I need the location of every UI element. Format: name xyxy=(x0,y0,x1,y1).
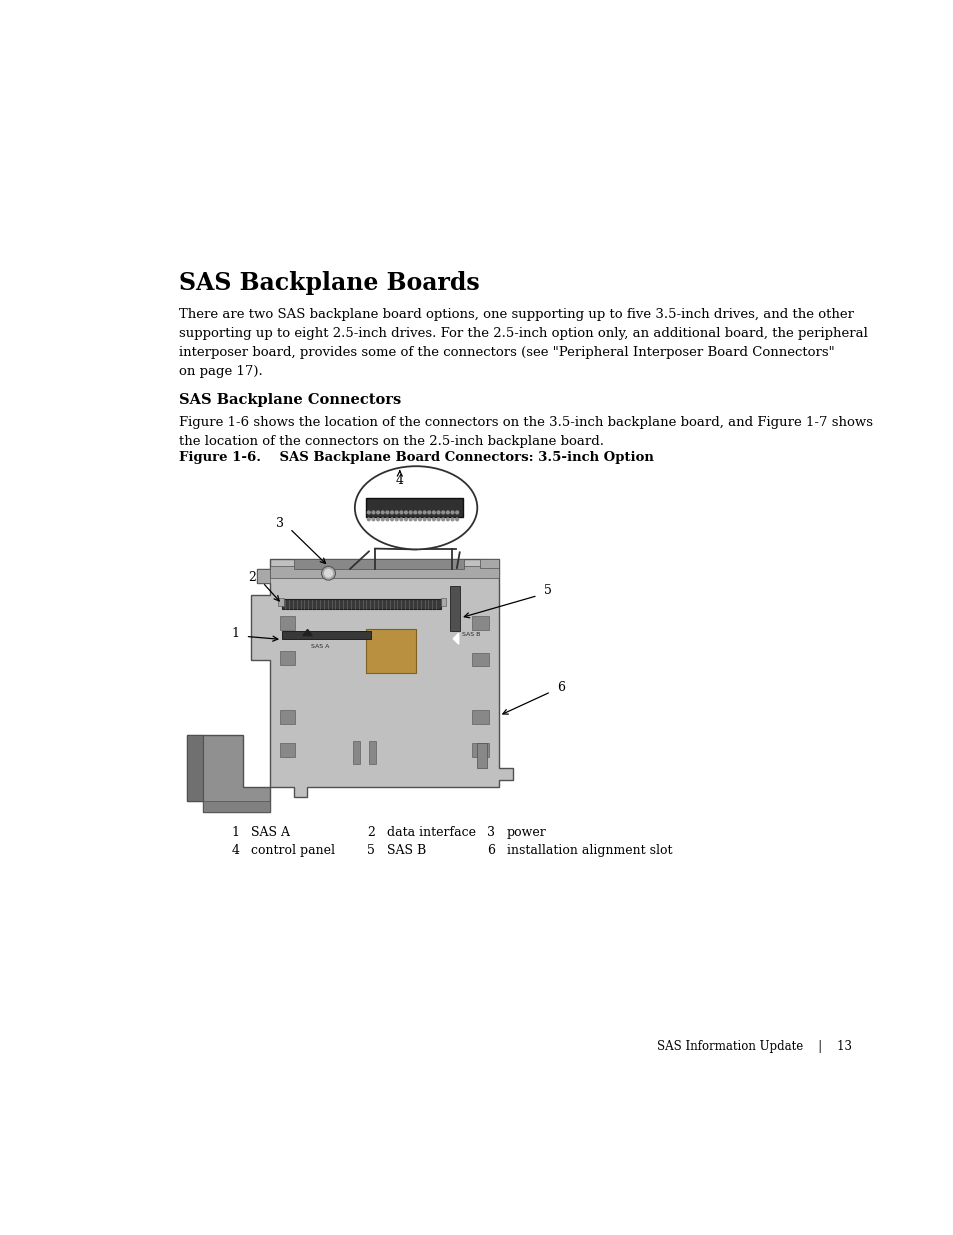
Polygon shape xyxy=(303,630,312,636)
Bar xyxy=(203,802,270,811)
Bar xyxy=(479,558,498,568)
Circle shape xyxy=(427,511,430,514)
Circle shape xyxy=(456,511,458,514)
Circle shape xyxy=(399,517,402,521)
Text: Figure 1-6.    SAS Backplane Board Connectors: 3.5-inch Option: Figure 1-6. SAS Backplane Board Connecto… xyxy=(179,451,653,464)
Bar xyxy=(279,710,294,724)
Text: 1: 1 xyxy=(232,826,239,839)
Circle shape xyxy=(372,511,375,514)
Circle shape xyxy=(414,517,416,521)
Bar xyxy=(365,629,416,673)
Circle shape xyxy=(381,511,384,514)
Text: 4: 4 xyxy=(232,844,239,857)
Circle shape xyxy=(324,569,332,577)
Text: 5: 5 xyxy=(543,584,551,598)
Bar xyxy=(279,651,294,664)
Circle shape xyxy=(414,511,416,514)
Bar xyxy=(279,616,294,630)
Bar xyxy=(282,631,371,640)
Text: SAS B: SAS B xyxy=(461,632,479,637)
Polygon shape xyxy=(251,558,513,797)
Bar xyxy=(440,598,446,605)
Circle shape xyxy=(409,511,412,514)
Circle shape xyxy=(451,517,454,521)
Circle shape xyxy=(395,511,397,514)
Circle shape xyxy=(399,511,402,514)
Circle shape xyxy=(432,511,435,514)
Text: 6: 6 xyxy=(557,680,564,694)
Bar xyxy=(187,735,203,802)
Text: SAS Information Update    |    13: SAS Information Update | 13 xyxy=(657,1040,851,1053)
Text: SAS Backplane Connectors: SAS Backplane Connectors xyxy=(179,393,401,408)
Circle shape xyxy=(404,517,407,521)
Bar xyxy=(472,616,488,630)
Circle shape xyxy=(441,511,444,514)
Circle shape xyxy=(451,511,454,514)
Ellipse shape xyxy=(355,466,476,550)
Circle shape xyxy=(367,511,370,514)
Bar xyxy=(450,587,459,631)
Bar xyxy=(472,652,488,667)
Circle shape xyxy=(423,517,426,521)
Circle shape xyxy=(367,517,370,521)
Circle shape xyxy=(321,567,335,580)
Polygon shape xyxy=(187,735,270,811)
Text: SAS A: SAS A xyxy=(251,826,290,839)
Circle shape xyxy=(446,517,449,521)
Circle shape xyxy=(446,511,449,514)
Bar xyxy=(472,710,488,724)
Bar xyxy=(294,558,464,569)
Bar xyxy=(476,743,487,768)
Text: SAS A: SAS A xyxy=(311,645,330,650)
Circle shape xyxy=(404,511,407,514)
Bar xyxy=(278,598,283,605)
Text: 2: 2 xyxy=(367,826,375,839)
Text: data interface: data interface xyxy=(386,826,476,839)
Text: 2: 2 xyxy=(249,572,256,584)
Circle shape xyxy=(456,517,458,521)
Text: power: power xyxy=(506,826,546,839)
Circle shape xyxy=(432,517,435,521)
Text: 3: 3 xyxy=(276,516,284,530)
Circle shape xyxy=(376,517,379,521)
Bar xyxy=(282,599,440,609)
Circle shape xyxy=(436,511,439,514)
Circle shape xyxy=(386,517,389,521)
Bar xyxy=(257,569,270,583)
Text: installation alignment slot: installation alignment slot xyxy=(506,844,672,857)
Text: control panel: control panel xyxy=(251,844,335,857)
Bar xyxy=(472,742,488,757)
Text: SAS Backplane Boards: SAS Backplane Boards xyxy=(179,272,479,295)
Text: 3: 3 xyxy=(487,826,495,839)
Circle shape xyxy=(418,511,421,514)
Text: 4: 4 xyxy=(395,474,403,487)
Circle shape xyxy=(372,517,375,521)
Polygon shape xyxy=(453,634,458,645)
Text: 5: 5 xyxy=(367,844,375,857)
Bar xyxy=(365,498,462,517)
Circle shape xyxy=(376,511,379,514)
Circle shape xyxy=(390,511,393,514)
Bar xyxy=(369,741,375,764)
Bar xyxy=(279,742,294,757)
Text: SAS B: SAS B xyxy=(386,844,425,857)
Text: There are two SAS backplane board options, one supporting up to five 3.5-inch dr: There are two SAS backplane board option… xyxy=(179,309,867,378)
Circle shape xyxy=(390,517,393,521)
Circle shape xyxy=(386,511,389,514)
Text: Figure 1-6 shows the location of the connectors on the 3.5-inch backplane board,: Figure 1-6 shows the location of the con… xyxy=(179,416,872,448)
Circle shape xyxy=(418,517,421,521)
Text: 6: 6 xyxy=(487,844,495,857)
Circle shape xyxy=(427,517,430,521)
Circle shape xyxy=(381,517,384,521)
Circle shape xyxy=(423,511,426,514)
Bar xyxy=(270,567,498,578)
Text: 1: 1 xyxy=(232,627,239,640)
Circle shape xyxy=(395,517,397,521)
Bar xyxy=(353,741,360,764)
Circle shape xyxy=(409,517,412,521)
Circle shape xyxy=(436,517,439,521)
Circle shape xyxy=(441,517,444,521)
